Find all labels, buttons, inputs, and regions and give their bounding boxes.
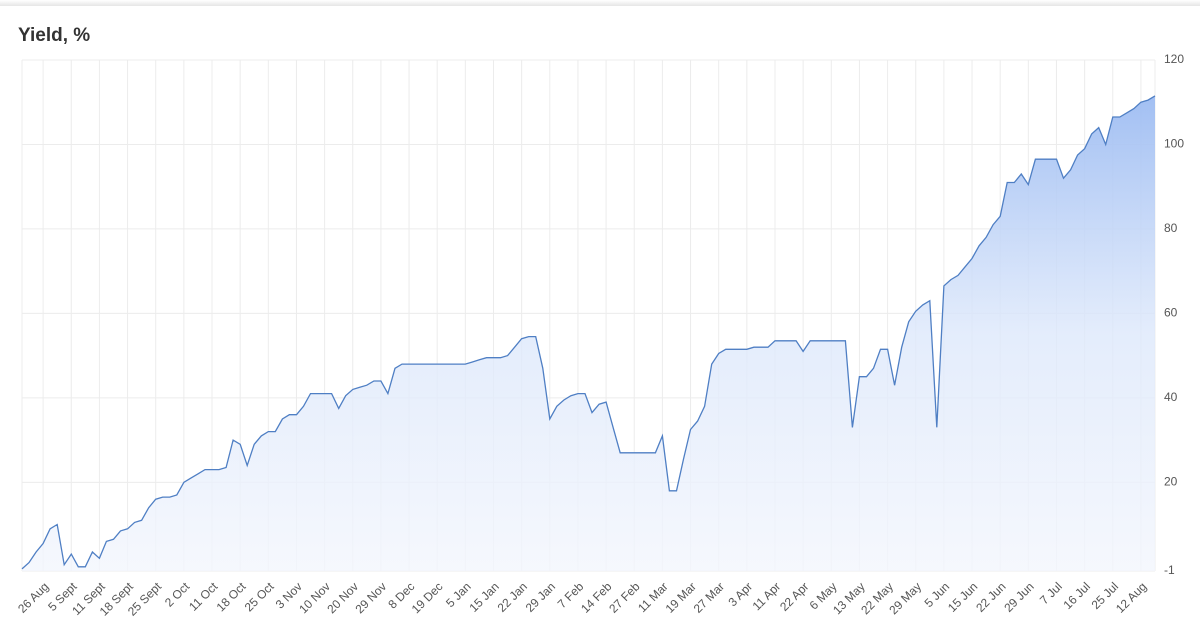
x-tick-label: 25 Oct [242, 579, 277, 614]
x-tick-label: 19 Dec [409, 579, 446, 616]
y-tick-label: 40 [1164, 390, 1178, 404]
x-tick-label: 18 Oct [214, 579, 249, 614]
x-tick-label: 22 Apr [777, 579, 811, 613]
y-tick-label: 100 [1164, 137, 1184, 151]
x-tick-label: 19 Mar [663, 579, 699, 615]
x-tick-label: 26 Aug [15, 579, 51, 615]
y-tick-label: 20 [1164, 474, 1178, 488]
x-tick-label: 29 May [886, 579, 924, 617]
header-shadow [0, 0, 1200, 6]
x-tick-label: 22 Jan [495, 579, 530, 614]
x-tick-label: 15 Jun [945, 579, 980, 614]
y-tick-label: 60 [1164, 306, 1178, 320]
y-tick-label: 80 [1164, 221, 1178, 235]
x-tick-label: 11 Apr [750, 579, 784, 613]
x-tick-label: 22 Jun [973, 579, 1008, 614]
x-tick-label: 12 Aug [1113, 579, 1149, 615]
yield-line [21, 95, 1156, 570]
x-tick-label: 29 Jun [1001, 579, 1036, 614]
x-tick-label: 27 Mar [691, 579, 727, 615]
x-tick-label: 29 Nov [352, 579, 389, 616]
x-tick-label: 15 Jan [466, 579, 501, 614]
x-tick-label: 14 Feb [578, 579, 615, 616]
x-tick-label: 11 Oct [186, 579, 221, 614]
x-tick-label: 29 Jan [523, 579, 558, 614]
x-tick-label: 27 Feb [606, 579, 643, 616]
y-tick-label: 120 [1164, 52, 1184, 66]
area-fill [22, 95, 1155, 572]
y-tick-label: -1 [1164, 563, 1175, 577]
chart-title: Yield, % [18, 25, 90, 46]
x-tick-label: 16 Jul [1060, 579, 1093, 612]
